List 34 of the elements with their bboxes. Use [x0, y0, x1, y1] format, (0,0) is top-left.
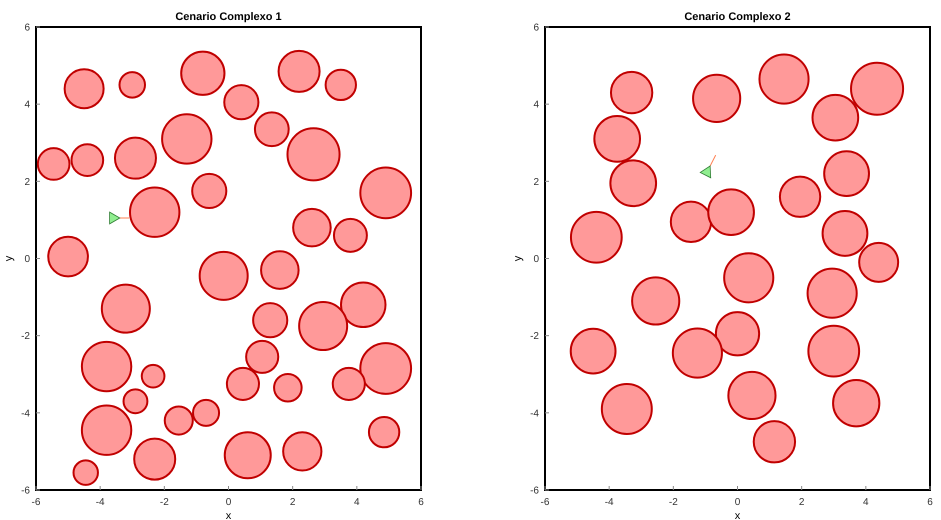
chart-title: Cenario Complexo 1 — [175, 11, 282, 23]
x-tick-label: 0 — [226, 497, 232, 508]
x-tick-label: -6 — [32, 497, 41, 508]
y-tick-label: 2 — [24, 176, 30, 188]
y-tick-label: 2 — [533, 176, 540, 188]
y-tick-label: -6 — [530, 486, 540, 496]
y-axis-title: y — [512, 255, 524, 262]
x-axis-title: x — [226, 510, 232, 520]
y-tick-label: -2 — [530, 331, 540, 342]
x-tick-label: -4 — [96, 497, 106, 508]
y-tick-label: 6 — [24, 22, 30, 34]
x-tick-label: -2 — [668, 497, 678, 508]
x-tick-label: 4 — [863, 497, 870, 508]
x-tick-label: 2 — [798, 497, 805, 508]
x-tick-label: 6 — [418, 497, 424, 508]
x-tick-label: 4 — [354, 497, 360, 508]
y-tick-label: -6 — [21, 486, 30, 496]
x-axis-title: x — [734, 510, 741, 520]
x-tick-label: -2 — [160, 497, 170, 508]
x-tick-label: 6 — [927, 497, 934, 508]
y-tick-label: -4 — [21, 408, 30, 420]
y-axis-title: y — [3, 255, 15, 262]
y-tick-label: 4 — [24, 100, 30, 111]
x-tick-label: 2 — [290, 497, 296, 508]
y-tick-label: 0 — [24, 254, 30, 265]
x-tick-label: 0 — [734, 497, 741, 508]
chart-title: Cenario Complexo 2 — [684, 11, 791, 23]
x-tick-label: -4 — [604, 497, 614, 508]
y-tick-label: -2 — [21, 331, 30, 342]
x-tick-label: -6 — [540, 497, 550, 508]
y-tick-label: 0 — [533, 254, 540, 265]
y-tick-label: 6 — [533, 22, 540, 34]
y-tick-label: 4 — [533, 100, 540, 111]
y-tick-label: -4 — [530, 408, 540, 420]
